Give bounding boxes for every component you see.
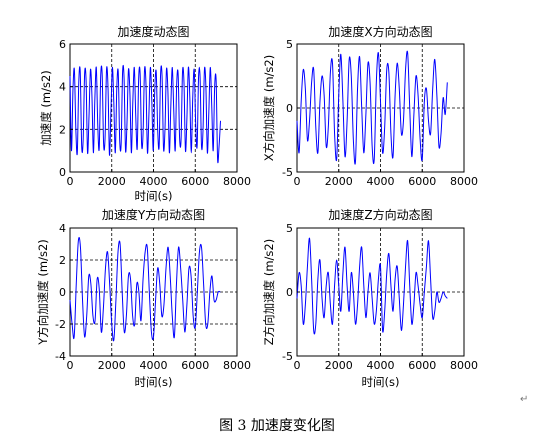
panel-accel-y: 加速度Y方向动态图 0 2000 4000 6000 8000 -4 -2 0 2 4 时间(s)… [36, 207, 251, 389]
x-axis-label: 时间(s) [362, 375, 400, 389]
x-tick-label: 2000 [325, 359, 353, 372]
y-tick-label: -2 [55, 318, 66, 331]
x-axis-label: 时间(s) [135, 189, 173, 203]
tick-labels: 0 2000 4000 6000 8000 0 2 4 6 [59, 38, 251, 188]
chart-title: 加速度Z方向动态图 [328, 207, 432, 222]
x-tick-label: 0 [67, 175, 74, 188]
y-axis-label: Y方向加速度 (m/s2) [36, 239, 50, 346]
y-axis-label: X方向加速度 (m/s2) [262, 55, 276, 161]
x-tick-label: 2000 [98, 359, 126, 372]
y-axis-label: Z方向加速度 (m/s2) [262, 239, 276, 345]
x-tick-label: 8000 [450, 175, 478, 188]
tick-labels: 0 2000 4000 6000 8000-505 [282, 222, 478, 372]
x-tick-label: 8000 [223, 175, 251, 188]
y-tick-label: 2 [59, 254, 66, 267]
series-line [69, 237, 221, 342]
x-tick-label: 6000 [408, 175, 436, 188]
x-tick-label: 2000 [98, 175, 126, 188]
y-tick-label: 5 [286, 222, 293, 235]
series-line [296, 237, 448, 335]
x-tick-label: 4000 [140, 175, 168, 188]
x-tick-label: 4000 [367, 175, 395, 188]
tick-labels: 0 2000 4000 6000 8000-505 [282, 38, 478, 188]
x-tick-label: 4000 [367, 359, 395, 372]
panel-accel-magnitude: 加速度动态图 0 2000 4000 6000 8000 0 2 4 6 时间(s) 加速度 (… [39, 24, 251, 203]
chart-title: 加速度Y方向动态图 [102, 207, 205, 222]
y-tick-label: 0 [286, 286, 293, 299]
x-axis-label: 时间(s) [135, 375, 173, 389]
y-tick-label: -5 [282, 166, 293, 179]
chart-title: 加速度动态图 [117, 24, 189, 39]
series-line [69, 64, 222, 164]
paragraph-mark: ↵ [520, 394, 528, 405]
x-tick-label: 8000 [223, 359, 251, 372]
panel-accel-z: 加速度Z方向动态图 0 2000 4000 6000 8000-505 时间(s) Z方… [262, 207, 478, 389]
y-tick-label: 0 [59, 286, 66, 299]
x-tick-label: 0 [67, 359, 74, 372]
x-tick-label: 2000 [325, 175, 353, 188]
x-tick-label: 8000 [450, 359, 478, 372]
grid-lines [297, 228, 464, 356]
tick-labels: 0 2000 4000 6000 8000 -4 -2 0 2 4 [55, 222, 251, 372]
y-tick-label: 2 [59, 123, 66, 136]
y-tick-label: -5 [282, 350, 293, 363]
x-tick-label: 0 [294, 359, 301, 372]
y-tick-label: 0 [59, 166, 66, 179]
y-axis-label: 加速度 (m/s2) [39, 70, 53, 146]
y-tick-label: 0 [286, 102, 293, 115]
chart-title: 加速度X方向动态图 [328, 24, 432, 39]
panel-accel-x: 加速度X方向动态图 0 2000 4000 6000 8000-505 X方向加速度 (… [262, 24, 478, 188]
y-tick-label: 4 [59, 222, 66, 235]
y-tick-label: -4 [55, 350, 66, 363]
y-tick-label: 5 [286, 38, 293, 51]
series-line [296, 50, 448, 165]
x-tick-label: 6000 [181, 359, 209, 372]
y-tick-label: 4 [59, 81, 66, 94]
x-tick-label: 6000 [408, 359, 436, 372]
x-tick-label: 4000 [140, 359, 168, 372]
x-tick-label: 6000 [181, 175, 209, 188]
y-tick-label: 6 [59, 38, 66, 51]
x-tick-label: 0 [294, 175, 301, 188]
figure-caption: 图 3 加速度变化图 [219, 418, 335, 434]
